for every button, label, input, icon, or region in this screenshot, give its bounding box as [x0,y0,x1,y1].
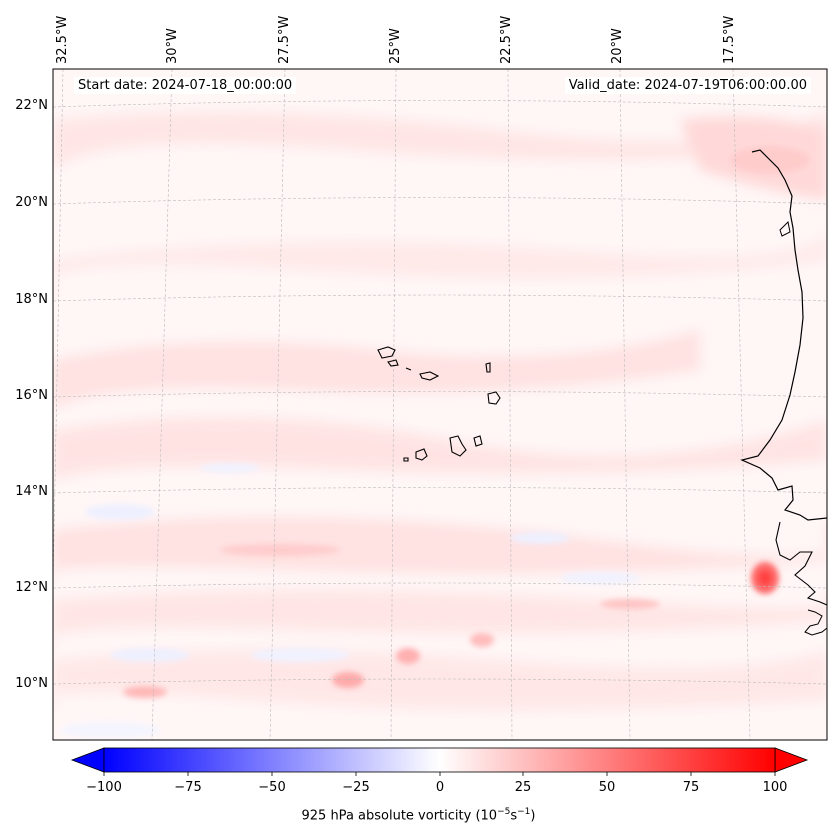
colorbar-title: 925 hPa absolute vorticity (10−5s−1) [301,807,536,824]
lon-label: 30°W [165,28,180,64]
lat-label: 18°N [15,292,48,307]
colorbar [70,747,809,776]
lat-label: 20°N [15,195,48,210]
colorbar-tick-label: 50 [598,780,616,795]
colorbar-tick-label: −75 [174,780,202,795]
vorticity-field [53,69,827,740]
valid-date-label: Valid_date: 2024-07-19T06:00:00.00 [564,77,811,94]
cape-verde-islands [377,346,501,462]
lon-label: 17.5°W [722,15,737,64]
lat-label: 22°N [15,98,48,113]
map-frame [52,68,828,741]
lat-label: 10°N [15,676,48,691]
colorbar-tick-label: 75 [682,780,700,795]
lat-label: 12°N [15,580,48,595]
colorbar-tick-label: 100 [762,780,788,795]
lon-label: 25°W [388,28,403,64]
start-date-label: Start date: 2024-07-18_00:00:00 [74,77,297,94]
lon-label: 22.5°W [499,15,514,64]
lat-label: 16°N [15,388,48,403]
colorbar-tick-label: −25 [342,780,370,795]
coastline [740,149,827,521]
lat-label: 14°N [15,484,48,499]
lon-label: 20°W [610,28,625,64]
colorbar-tick-label: −100 [86,780,122,795]
lon-label: 32.5°W [55,15,70,64]
graticule [53,69,827,740]
colorbar-tick-label: −50 [258,780,286,795]
colorbar-tick-label: 25 [514,780,532,795]
lon-label: 27.5°W [277,15,292,64]
colorbar-tick-label: 0 [435,780,445,795]
